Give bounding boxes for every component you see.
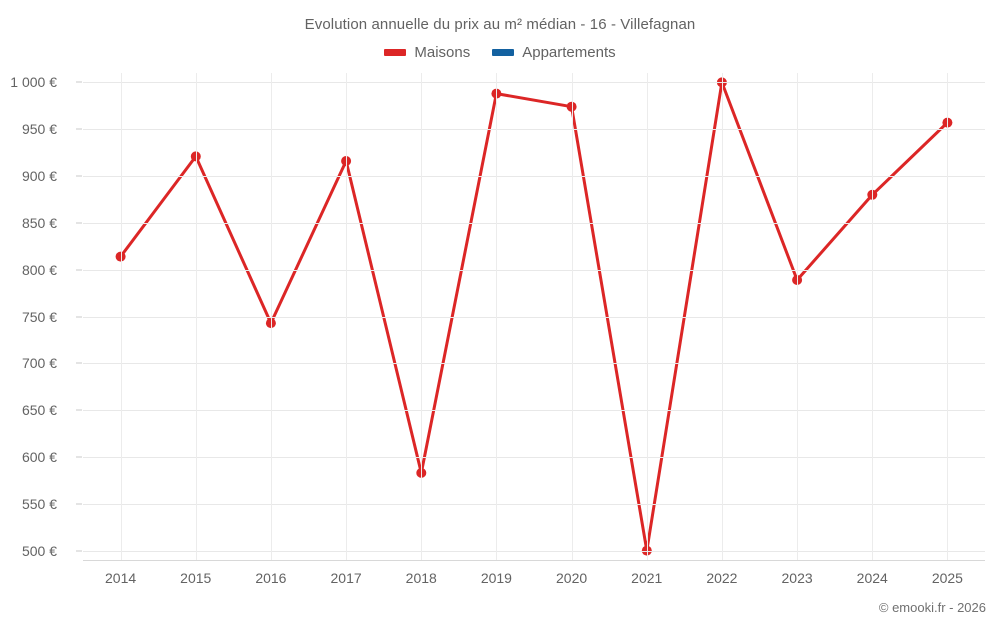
chart-title: Evolution annuelle du prix au m² médian … <box>304 16 696 33</box>
gridline-vertical <box>721 73 723 560</box>
gridline-horizontal <box>83 176 985 178</box>
legend-item-appartements[interactable]: Appartements <box>492 44 616 61</box>
plot-area: 500 € 550 € 600 € 650 € 700 € 750 € 800 € 850 €… <box>10 73 985 586</box>
gridline-horizontal <box>83 316 985 318</box>
legend-label: Appartements <box>522 44 616 61</box>
legend-swatch-icon <box>384 49 407 56</box>
legend-label: Maisons <box>414 44 471 61</box>
x-axis-tick-label: 2015 <box>180 570 212 586</box>
gridline-horizontal <box>83 456 985 458</box>
x-axis-tick-label: 2014 <box>105 570 137 586</box>
y-axis-tick-label: 950 € <box>21 121 57 138</box>
y-axis-tick-label: 500 € <box>21 542 57 559</box>
gridline-horizontal <box>83 222 985 224</box>
y-axis-tick-label: 700 € <box>21 355 57 372</box>
x-axis-tick-label: 2017 <box>330 570 362 586</box>
gridline-vertical <box>496 73 498 560</box>
gridline-vertical <box>872 73 874 560</box>
gridline-vertical <box>947 73 949 560</box>
x-axis-tick-label: 2024 <box>856 570 888 586</box>
gridline-vertical <box>571 73 573 560</box>
y-axis-tick-label: 900 € <box>21 168 57 185</box>
y-axis-tick-label: 650 € <box>21 402 57 419</box>
y-axis-tick-mark <box>76 456 82 458</box>
gridline-horizontal <box>83 129 985 131</box>
x-axis-line <box>83 560 985 561</box>
y-axis-tick-mark <box>76 81 82 83</box>
y-axis-tick-label: 800 € <box>21 261 57 278</box>
x-axis-tick-label: 2025 <box>931 570 963 586</box>
y-axis-tick-label: 1 000 € <box>10 74 57 91</box>
footer-credit: © emooki.fr - 2026 <box>878 600 986 615</box>
y-axis-tick-mark <box>76 550 82 552</box>
gridline-vertical <box>270 73 272 560</box>
gridline-vertical <box>646 73 648 560</box>
y-axis-tick-label: 550 € <box>21 495 57 512</box>
y-axis-tick-label: 600 € <box>21 448 57 465</box>
y-axis-tick-label: 750 € <box>21 308 57 325</box>
gridline-vertical <box>120 73 122 560</box>
series-line-maisons <box>119 80 949 553</box>
y-axis-tick-mark <box>76 269 82 271</box>
y-axis-tick-mark <box>76 175 82 177</box>
gridline-horizontal <box>83 363 985 365</box>
chart-legend: Maisons Appartements <box>0 44 1000 61</box>
gridline-horizontal <box>83 503 985 505</box>
x-axis-tick-label: 2022 <box>706 570 738 586</box>
y-axis-tick-mark <box>76 362 82 364</box>
legend-item-maisons[interactable]: Maisons <box>384 44 470 61</box>
data-point-marker[interactable] <box>491 88 502 99</box>
x-axis-tick-label: 2019 <box>480 570 512 586</box>
y-axis-tick-mark <box>76 128 82 130</box>
x-axis-tick-label: 2018 <box>405 570 437 586</box>
gridline-vertical <box>421 73 423 560</box>
gridline-horizontal <box>83 410 985 412</box>
data-point-marker[interactable] <box>942 117 953 128</box>
x-axis-tick-label: 2023 <box>781 570 813 586</box>
x-axis-tick-label: 2021 <box>631 570 663 586</box>
gridline-horizontal <box>83 550 985 552</box>
gridline-vertical <box>195 73 197 560</box>
y-axis-tick-label: 850 € <box>21 214 57 231</box>
data-point-marker[interactable] <box>265 318 276 329</box>
legend-swatch-icon <box>492 49 515 56</box>
y-axis-tick-mark <box>76 316 82 317</box>
y-axis-tick-mark <box>76 222 82 224</box>
x-axis-tick-label: 2020 <box>556 570 588 586</box>
x-axis-tick-label: 2016 <box>255 570 287 586</box>
gridline-horizontal <box>83 269 985 271</box>
y-axis-tick-mark <box>76 503 82 505</box>
y-axis-tick-mark <box>76 409 82 411</box>
gridline-vertical <box>346 73 348 560</box>
gridline-vertical <box>797 73 799 560</box>
gridline-horizontal <box>83 82 985 84</box>
